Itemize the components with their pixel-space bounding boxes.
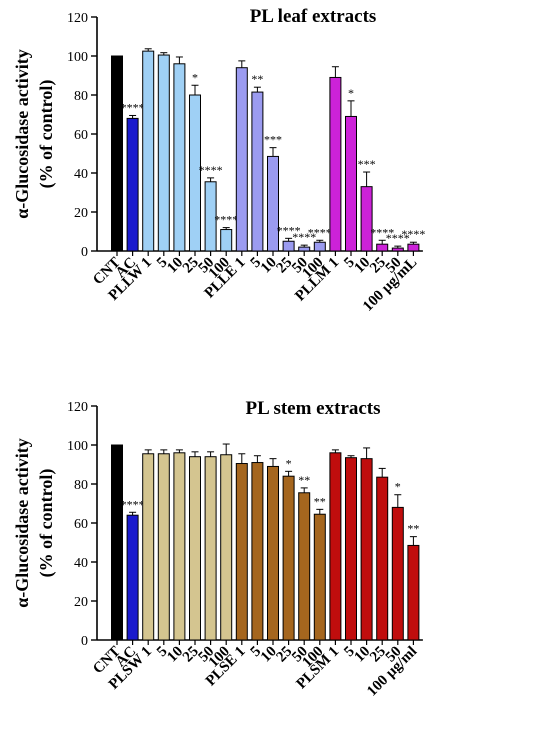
significance-label: **** — [121, 497, 145, 511]
bar — [267, 465, 279, 641]
significance-label: ** — [407, 522, 419, 536]
significance-label: **** — [370, 225, 394, 239]
significance-label: **** — [121, 100, 145, 114]
significance-label: **** — [292, 230, 316, 244]
y-axis-label-units: (% of control) — [36, 80, 57, 189]
significance-label: ** — [314, 494, 326, 508]
bar — [235, 67, 248, 252]
significance-label: * — [395, 480, 401, 494]
y-tick-label: 40 — [74, 167, 88, 182]
significance-label: **** — [277, 223, 301, 237]
bar — [391, 506, 404, 641]
y-tick-label: 40 — [74, 556, 88, 571]
significance-label: **** — [386, 231, 410, 245]
bar — [376, 476, 389, 641]
y-tick-label: 100 — [67, 50, 88, 65]
bar — [189, 456, 201, 641]
bar — [173, 452, 186, 641]
bar — [126, 514, 139, 641]
y-tick-label: 20 — [74, 595, 88, 610]
bar — [407, 544, 420, 641]
significance-label: * — [192, 70, 198, 84]
bar — [345, 115, 357, 252]
y-tick-label: 60 — [74, 128, 88, 143]
significance-label: **** — [214, 213, 238, 227]
y-tick-label: 80 — [74, 89, 88, 104]
bar — [204, 456, 217, 641]
significance-label: ** — [298, 473, 310, 487]
bar — [360, 186, 373, 252]
y-tick-label: 60 — [74, 517, 88, 532]
bar — [235, 463, 248, 641]
bar — [298, 246, 311, 252]
bar — [329, 452, 342, 641]
bar — [376, 243, 389, 252]
y-tick-label: 0 — [81, 245, 88, 260]
y-axis-label: α-Glucosidase activity — [12, 49, 32, 219]
bar — [220, 229, 233, 252]
bar — [407, 243, 420, 252]
bar — [111, 55, 123, 252]
bar — [251, 91, 264, 252]
bar — [391, 247, 404, 252]
bar — [142, 50, 155, 252]
significance-label: * — [348, 86, 354, 100]
y-tick-label: 100 — [67, 439, 88, 454]
chart-title: PL leaf extracts — [250, 6, 377, 27]
bar — [329, 76, 342, 252]
bar — [220, 454, 233, 641]
bar — [313, 241, 326, 252]
bar — [298, 492, 311, 641]
significance-label: * — [286, 456, 292, 470]
y-tick-label: 0 — [81, 634, 88, 649]
significance-label: *** — [358, 157, 376, 171]
significance-label: **** — [308, 225, 332, 239]
bar — [126, 117, 139, 252]
significance-label: **** — [401, 227, 425, 241]
significance-label: **** — [199, 163, 223, 177]
bar — [251, 462, 264, 641]
y-tick-label: 120 — [67, 11, 88, 26]
significance-label: *** — [264, 133, 282, 147]
y-axis-label-units: (% of control) — [36, 469, 57, 578]
y-tick-label: 20 — [74, 206, 88, 221]
bar — [360, 458, 373, 641]
chart-title: PL stem extracts — [245, 398, 380, 419]
y-tick-label: 120 — [67, 400, 88, 415]
bar — [111, 444, 123, 641]
chart-panel-2: PL stem extracts α-Glucosidase activity (%… — [12, 398, 423, 700]
y-axis-label: α-Glucosidase activity — [12, 438, 32, 608]
bar — [345, 457, 357, 641]
bar — [173, 63, 186, 252]
bar — [157, 54, 170, 252]
significance-label: ** — [251, 72, 263, 86]
bar — [313, 513, 326, 641]
bar — [282, 475, 295, 641]
bar — [157, 453, 170, 641]
y-tick-label: 80 — [74, 478, 88, 493]
chart-panel-1: PL leaf extracts α-Glucosidase activity (%… — [12, 6, 425, 315]
bar — [142, 453, 155, 641]
